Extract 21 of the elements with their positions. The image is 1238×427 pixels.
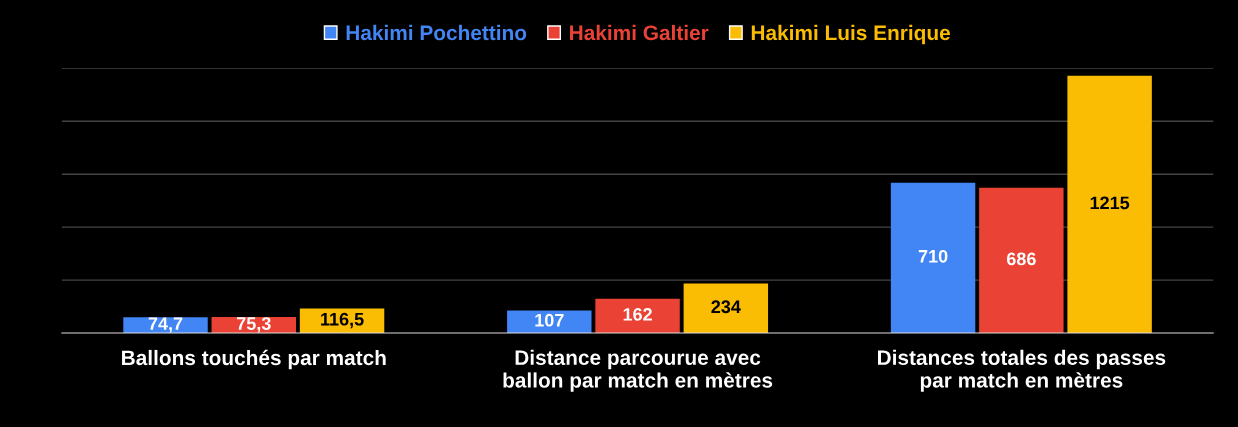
legend-label: Hakimi Pochettino bbox=[346, 24, 527, 41]
bar bbox=[683, 283, 769, 334]
data-label: 162 bbox=[623, 307, 652, 321]
data-label: 710 bbox=[918, 249, 948, 263]
x-tick-label: Distances totales des passes par match en mètres bbox=[878, 349, 1166, 392]
bar bbox=[890, 182, 976, 334]
legend-label: Hakimi Luis Enrique bbox=[751, 24, 950, 45]
data-label: 1215 bbox=[1090, 196, 1130, 210]
bar bbox=[507, 310, 592, 334]
data-label: 75,3 bbox=[237, 317, 271, 333]
data-label: 116,5 bbox=[321, 312, 364, 329]
data-label: 107 bbox=[535, 313, 564, 327]
x-tick-label: Ballons touchés par match bbox=[122, 349, 386, 370]
x-tick-label: Distance parcourue avec ballon par match en mètres bbox=[503, 349, 773, 392]
data-label: 686 bbox=[1006, 252, 1036, 266]
bar bbox=[595, 298, 680, 334]
data-label: 234 bbox=[711, 300, 741, 314]
bar bbox=[1067, 75, 1152, 334]
bar bbox=[979, 187, 1064, 334]
legend-label: Hakimi Galtier bbox=[570, 24, 709, 41]
data-label: 74,7 bbox=[148, 317, 183, 333]
